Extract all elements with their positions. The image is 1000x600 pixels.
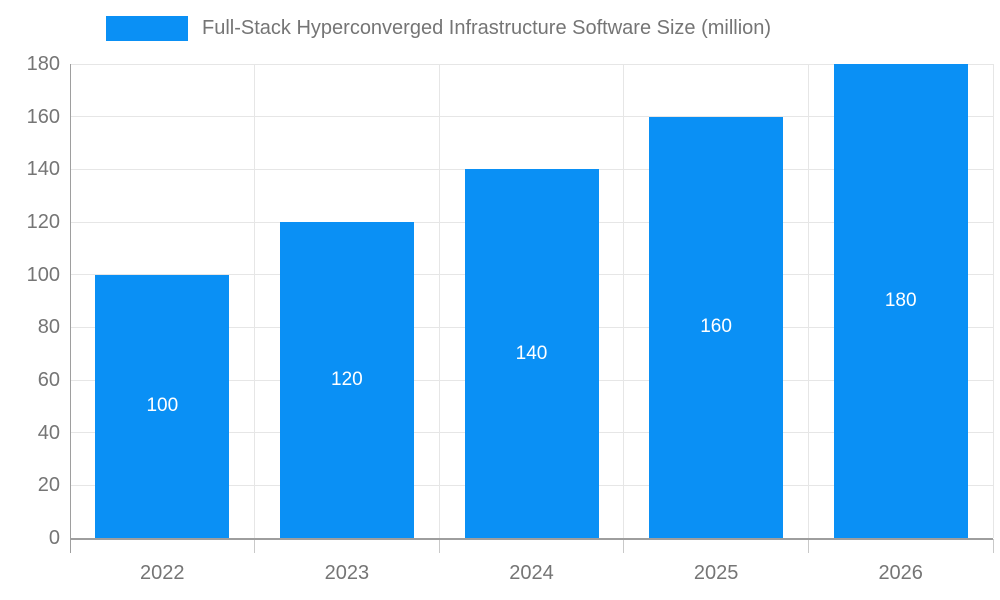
y-tick-label: 40	[37, 421, 60, 444]
y-tick-label: 100	[26, 263, 60, 286]
v-gridline	[807, 64, 809, 538]
x-tick-label: 2022	[140, 562, 185, 584]
bar-2023: 120	[279, 222, 414, 538]
bar-2024: 140	[464, 169, 599, 538]
h-gridline	[70, 116, 993, 118]
y-tick-label: 0	[48, 527, 60, 549]
legend-swatch	[106, 16, 188, 41]
v-gridline	[992, 64, 994, 538]
v-gridline	[438, 64, 440, 538]
bar-2025: 160	[649, 116, 784, 538]
v-gridline	[254, 64, 256, 538]
bar-value-label: 100	[146, 395, 179, 417]
y-tick-label: 60	[37, 369, 60, 391]
y-axis-line	[69, 64, 71, 538]
y-tick-label: 160	[26, 105, 60, 128]
v-gridline	[623, 64, 625, 538]
bar-2022: 100	[95, 274, 230, 538]
x-axis-tick	[254, 539, 256, 553]
legend: Full-Stack Hyperconverged Infrastructure…	[106, 16, 771, 41]
bar-2026: 180	[833, 64, 968, 538]
y-tick-label: 180	[26, 53, 60, 75]
x-tick-label: 2025	[693, 562, 739, 584]
x-axis-tick	[992, 539, 994, 553]
x-axis-tick	[438, 539, 440, 553]
h-gridline	[70, 63, 993, 65]
x-axis-tick	[623, 539, 625, 553]
bar-value-label: 180	[884, 290, 917, 311]
x-axis-tick	[69, 539, 71, 553]
legend-label: Full-Stack Hyperconverged Infrastructure…	[202, 17, 772, 39]
y-tick-label: 20	[37, 474, 60, 497]
x-tick-label: 2026	[878, 562, 923, 584]
x-axis-tick	[807, 539, 809, 553]
bar-value-label: 160	[700, 316, 732, 338]
x-axis-line	[70, 537, 993, 540]
y-tick-label: 80	[37, 316, 60, 339]
y-tick-label: 140	[26, 158, 60, 181]
y-tick-label: 120	[26, 211, 60, 233]
x-tick-label: 2024	[509, 562, 554, 584]
bar-value-label: 140	[515, 342, 548, 364]
x-tick-label: 2023	[324, 562, 370, 584]
bar-value-label: 120	[331, 369, 363, 390]
